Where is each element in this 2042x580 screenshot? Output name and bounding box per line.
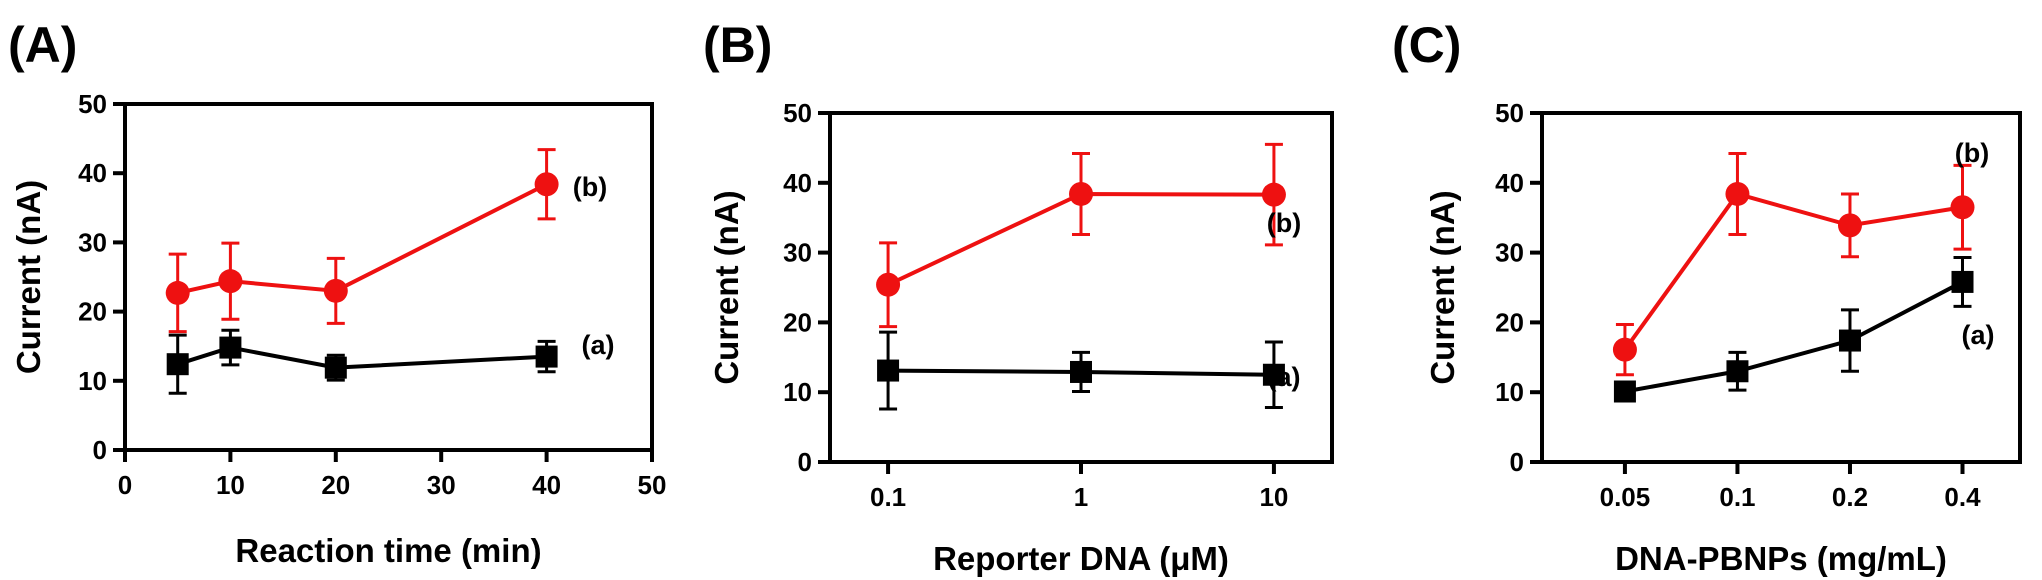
y-tick-label: 10: [783, 377, 812, 407]
y-tick-label: 20: [1495, 307, 1524, 337]
panel-letter: (A): [8, 17, 77, 73]
panel-a: (A) 0 10 20 30 40 50 0 10 20 30 40 50 Reaction time (…: [8, 17, 666, 569]
y-tick-label: 50: [78, 89, 107, 119]
panel-c: (C) 0 10 20 30 40 50 0.05 0.1 0.2 0.4 DNA-PBNPs (mg…: [1392, 17, 2022, 577]
data-point: [1612, 337, 1637, 362]
series-label: (b): [1267, 208, 1301, 238]
x-tick-label: 0.05: [1600, 482, 1651, 512]
data-point: [535, 345, 558, 368]
x-axis-title: DNA-PBNPs (mg/mL): [1615, 540, 1947, 577]
data-point: [1070, 360, 1092, 383]
data-point: [323, 278, 348, 303]
data-point: [1838, 329, 1861, 352]
panel-letter: (B): [703, 17, 772, 73]
panel-letter: (C): [1392, 17, 1461, 73]
x-tick-label: 10: [1259, 482, 1288, 512]
y-tick-label: 50: [783, 98, 812, 128]
y-tick-label: 10: [78, 366, 107, 396]
series-line: [177, 345, 547, 370]
y-tick-label: 40: [1495, 168, 1524, 198]
data-point: [1951, 270, 1974, 293]
data-point: [1262, 363, 1285, 386]
y-tick-label: 20: [783, 307, 812, 337]
y-tick-label: 30: [1495, 238, 1524, 268]
x-tick-label: 1: [1074, 482, 1088, 512]
y-tick-label: 50: [1495, 98, 1524, 128]
x-tick-label: 30: [427, 470, 456, 500]
series-b: (b): [1612, 138, 1989, 377]
y-tick-label: 0: [1510, 447, 1524, 477]
series-line: [1624, 280, 1964, 394]
y-tick-label: 40: [78, 158, 107, 188]
y-tick-label: 40: [783, 168, 812, 198]
data-point: [218, 269, 243, 294]
y-axis-title: Current (nA): [10, 180, 47, 374]
data-point: [1261, 182, 1286, 207]
series-line: [1623, 191, 1963, 351]
data-point: [165, 280, 190, 305]
data-point: [1950, 195, 1975, 220]
data-point: [324, 356, 347, 379]
x-tick-label: 10: [216, 470, 245, 500]
x-tick-label: 0.1: [870, 482, 906, 512]
x-tick-label: 40: [532, 470, 561, 500]
data-point: [1069, 181, 1093, 206]
plot-frame: [1540, 111, 2022, 464]
x-axis-title: Reporter DNA (μM): [933, 540, 1229, 577]
data-point: [534, 172, 559, 197]
x-tick-label: 20: [321, 470, 350, 500]
x-axis-title: Reaction time (min): [235, 532, 541, 569]
y-tick-label: 0: [798, 447, 812, 477]
series-a: (a): [1613, 255, 1995, 403]
data-point: [876, 272, 901, 297]
x-tick-label: 0: [118, 470, 132, 500]
plot-frame: [123, 102, 654, 452]
series-label: (a): [582, 330, 615, 360]
data-point: [1613, 380, 1636, 403]
y-axis-title: Current (nA): [1424, 190, 1461, 384]
data-point: [1725, 181, 1750, 206]
data-point: [166, 353, 189, 376]
series-b: (b): [876, 142, 1301, 329]
y-tick-label: 30: [78, 227, 107, 257]
y-tick-label: 20: [78, 297, 107, 327]
series-line: [177, 182, 548, 295]
series-label: (b): [1955, 138, 1989, 168]
y-tick-label: 0: [93, 435, 107, 465]
x-tick-label: 50: [638, 470, 667, 500]
y-tick-label: 30: [783, 238, 812, 268]
x-tick-label: 0.1: [1719, 482, 1755, 512]
data-point: [1837, 213, 1862, 238]
x-tick-label: 0.2: [1832, 482, 1868, 512]
series-a: (a): [166, 328, 615, 395]
series-b: (b): [165, 148, 607, 334]
series-label: (b): [573, 172, 607, 202]
series-a: (a): [877, 330, 1301, 411]
data-point: [219, 336, 242, 359]
series-label: (a): [1268, 362, 1301, 392]
series-label: (a): [1962, 320, 1995, 350]
x-tick-label: 0.4: [1944, 482, 1981, 512]
y-axis-title: Current (nA): [708, 190, 745, 384]
data-point: [877, 359, 900, 382]
data-point: [1726, 360, 1749, 383]
panel-b: (B) 0 10 20 30 40 50 0.1 1 10 Reporter DNA (μM) Cur…: [703, 17, 1334, 577]
y-tick-label: 10: [1495, 377, 1524, 407]
